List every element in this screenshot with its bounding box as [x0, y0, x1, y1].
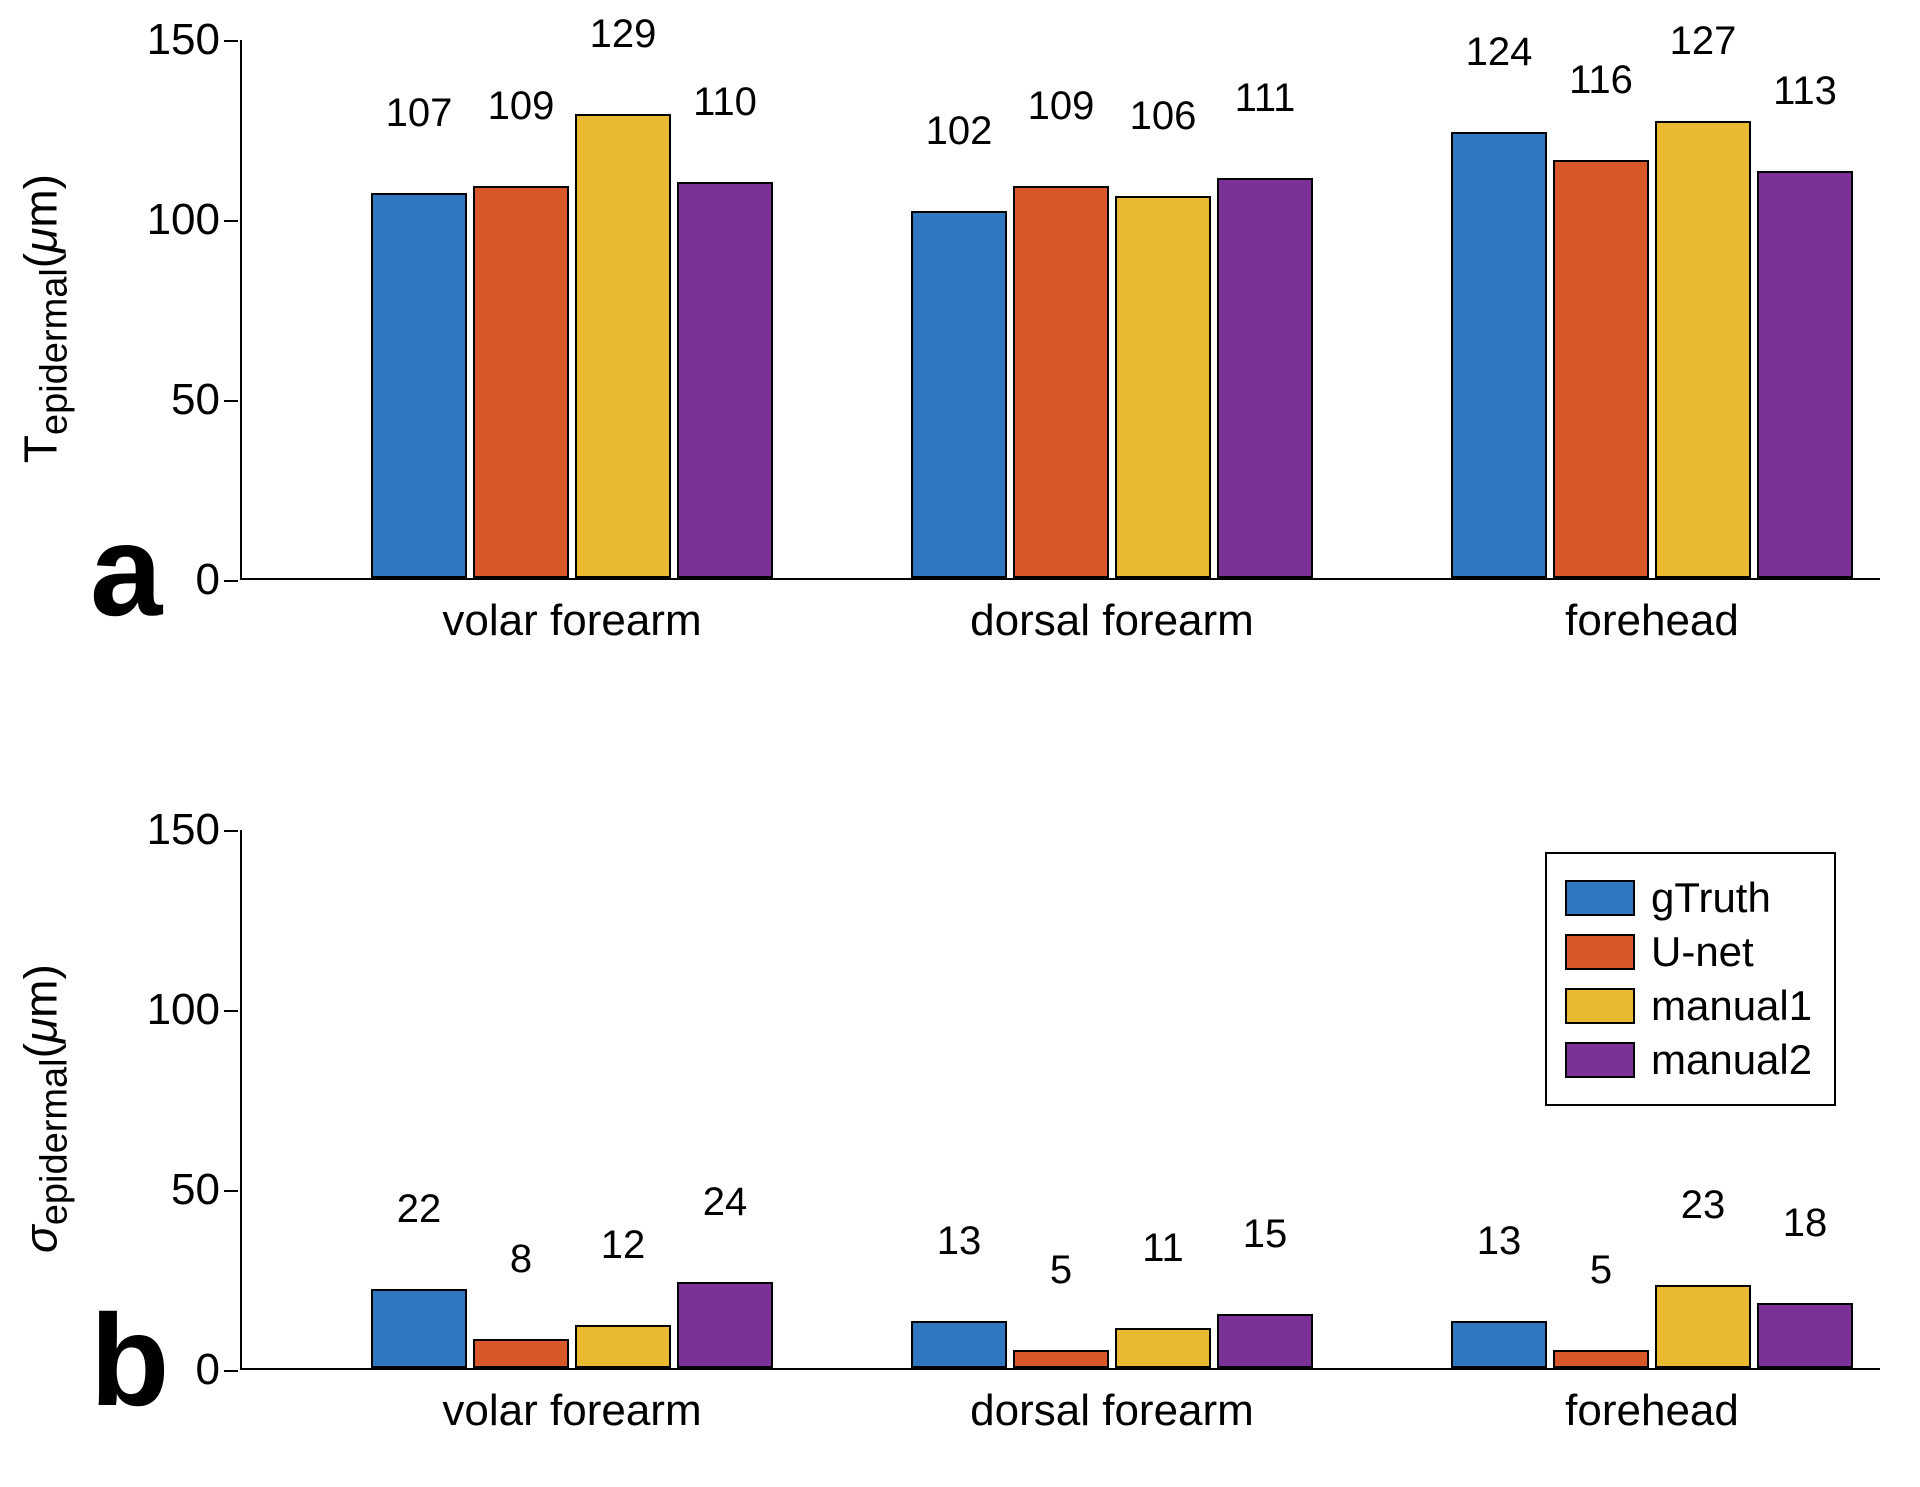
- bar-value-label: 129: [590, 12, 657, 63]
- x-category-label: dorsal forearm: [970, 1368, 1254, 1436]
- bar: [1013, 186, 1109, 578]
- bar-value-label: 107: [386, 91, 453, 142]
- bar-value-label: 11: [1142, 1226, 1184, 1277]
- panel-a-ylabel-unit-prefix: (: [14, 253, 66, 268]
- bar: [911, 1321, 1007, 1368]
- y-tick-label: 50: [171, 1165, 242, 1215]
- legend-label: manual2: [1651, 1036, 1812, 1084]
- bar-value-label: 109: [1028, 84, 1095, 135]
- x-category-label: volar forearm: [442, 578, 701, 646]
- y-tick-label: 100: [147, 195, 242, 245]
- bar-value-label: 110: [693, 80, 757, 131]
- bar: [575, 114, 671, 578]
- legend: gTruth U-net manual1 manual2: [1545, 852, 1836, 1106]
- x-category-label: dorsal forearm: [970, 578, 1254, 646]
- y-tick-label: 0: [196, 1345, 242, 1395]
- bar-value-label: 106: [1130, 94, 1197, 145]
- y-tick-label: 50: [171, 375, 242, 425]
- bar: [677, 182, 773, 578]
- bar: [1757, 1303, 1853, 1368]
- bar-value-label: 102: [926, 109, 993, 160]
- bar-value-label: 124: [1466, 30, 1533, 81]
- panel-a-plot-area: 107109129110102109106111124116127113: [242, 40, 1880, 578]
- bar: [1553, 160, 1649, 578]
- bar-value-label: 15: [1243, 1212, 1288, 1263]
- bar: [1757, 171, 1853, 578]
- bar: [1655, 1285, 1751, 1368]
- bar: [1115, 196, 1211, 578]
- x-category-label: forehead: [1565, 578, 1739, 646]
- legend-swatch: [1565, 1042, 1635, 1078]
- panel-b-letter: b: [90, 1285, 169, 1435]
- panel-a: 107109129110102109106111124116127113 050…: [240, 40, 1880, 580]
- bar-value-label: 5: [1050, 1248, 1072, 1299]
- bar: [1013, 1350, 1109, 1368]
- bar: [911, 211, 1007, 578]
- bar-value-label: 113: [1773, 69, 1837, 120]
- legend-row: gTruth: [1565, 874, 1812, 922]
- bar: [371, 1289, 467, 1368]
- bar-value-label: 116: [1569, 58, 1633, 109]
- panel-a-ylabel-sub: epidermal: [34, 268, 76, 435]
- bar: [1553, 1350, 1649, 1368]
- y-tick-label: 150: [147, 805, 242, 855]
- bar-value-label: 13: [937, 1219, 982, 1270]
- panel-b-ylabel: σepidermal(μm): [13, 959, 76, 1259]
- panel-b-ylabel-unit-prefix: (: [14, 1043, 66, 1058]
- bar-value-label: 22: [397, 1187, 442, 1238]
- bar: [575, 1325, 671, 1368]
- legend-swatch: [1565, 880, 1635, 916]
- panel-b-ylabel-main: σ: [14, 1225, 66, 1253]
- bar: [473, 186, 569, 578]
- bar-value-label: 24: [703, 1180, 748, 1231]
- bar: [677, 1282, 773, 1368]
- bar-value-label: 5: [1590, 1248, 1612, 1299]
- bar-value-label: 127: [1670, 19, 1737, 70]
- panel-a-ylabel-unit-sym: μ: [14, 228, 66, 253]
- panel-b-ylabel-unit-sym: μ: [14, 1018, 66, 1043]
- legend-label: gTruth: [1651, 874, 1771, 922]
- figure: 107109129110102109106111124116127113 050…: [0, 0, 1920, 1487]
- bar: [1655, 121, 1751, 578]
- legend-row: U-net: [1565, 928, 1812, 976]
- legend-row: manual1: [1565, 982, 1812, 1030]
- legend-swatch: [1565, 934, 1635, 970]
- panel-b-ylabel-unit-suffix: m): [14, 964, 66, 1018]
- legend-label: manual1: [1651, 982, 1812, 1030]
- legend-row: manual2: [1565, 1036, 1812, 1084]
- bar: [1217, 178, 1313, 578]
- panel-a-letter: a: [90, 495, 162, 645]
- panel-b-ylabel-sub: epidermal: [34, 1058, 76, 1225]
- bar: [1217, 1314, 1313, 1368]
- y-tick-label: 100: [147, 985, 242, 1035]
- panel-a-ylabel-main: T: [14, 435, 66, 463]
- panel-a-ylabel-unit-suffix: m): [14, 174, 66, 228]
- bar: [1451, 132, 1547, 578]
- y-tick-label: 150: [147, 15, 242, 65]
- x-category-label: forehead: [1565, 1368, 1739, 1436]
- bar-value-label: 8: [510, 1237, 532, 1288]
- bar: [473, 1339, 569, 1368]
- bar: [1115, 1328, 1211, 1368]
- x-category-label: volar forearm: [442, 1368, 701, 1436]
- legend-swatch: [1565, 988, 1635, 1024]
- bar: [371, 193, 467, 578]
- bar-value-label: 109: [488, 84, 555, 135]
- y-tick-label: 0: [196, 555, 242, 605]
- bar-value-label: 12: [601, 1223, 646, 1274]
- bar-value-label: 111: [1235, 76, 1296, 127]
- legend-label: U-net: [1651, 928, 1754, 976]
- bar-value-label: 23: [1681, 1183, 1726, 1234]
- bar-value-label: 18: [1783, 1201, 1828, 1252]
- bar-value-label: 13: [1477, 1219, 1522, 1270]
- panel-a-ylabel: Tepidermal(μm): [13, 169, 76, 469]
- bar: [1451, 1321, 1547, 1368]
